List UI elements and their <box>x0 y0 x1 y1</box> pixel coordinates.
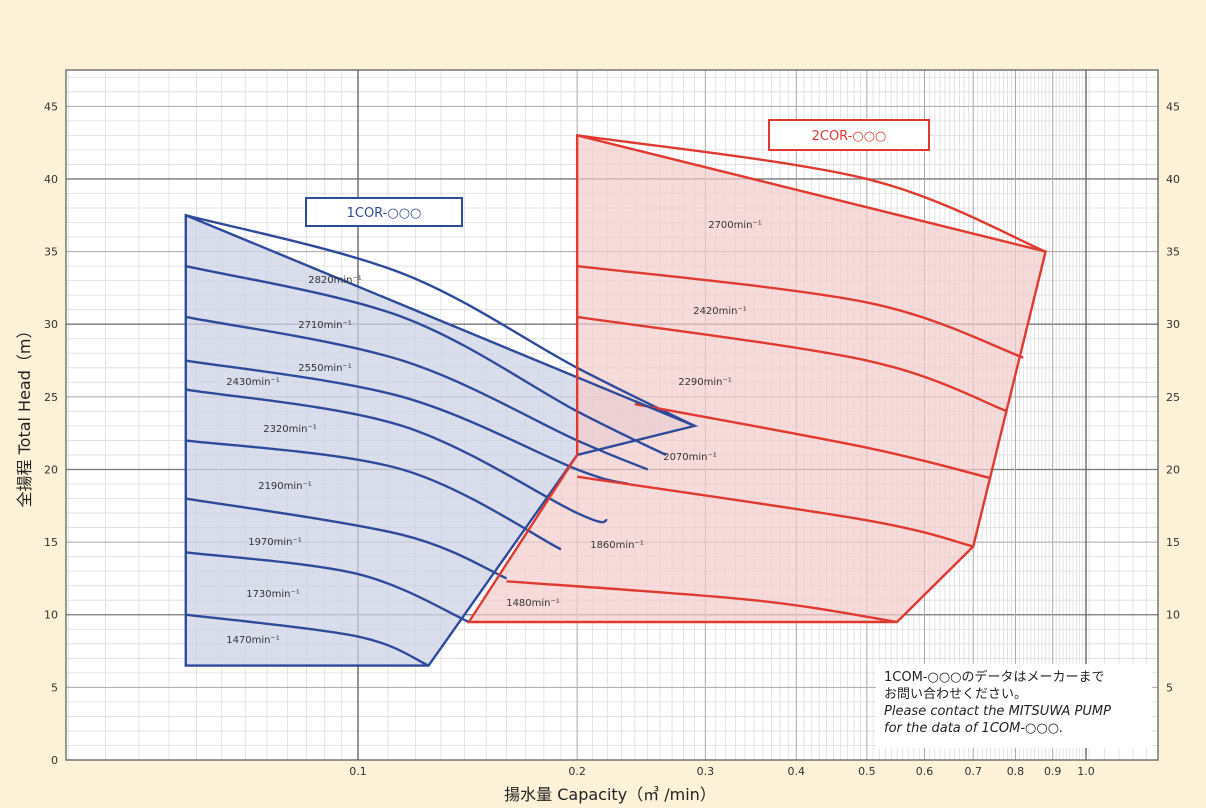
axis-tick-labels: 0.1 0.2 0.3 0.4 0.5 0.6 0.7 0.8 0.9 1.0 0 5 5 10 10 15 1… <box>44 100 1180 778</box>
y-tick-label-right: 10 <box>1166 609 1180 622</box>
region-outline <box>184 213 699 667</box>
y-axis-label: 全揚程 Total Head（m） <box>15 323 34 508</box>
y-tick-label: 30 <box>44 318 58 331</box>
speed-curve <box>185 388 608 524</box>
x-tick-label: 0.8 <box>1007 765 1025 778</box>
curve-label: 2700min⁻¹ <box>708 220 762 231</box>
y-tick-label-right: 30 <box>1166 318 1180 331</box>
region-outlines <box>184 133 1048 667</box>
y-tick-label-right: 40 <box>1166 173 1180 186</box>
speed-curve <box>185 214 696 427</box>
curve-label: 2320min⁻¹ <box>263 424 317 435</box>
speed-curve <box>185 613 430 667</box>
region-fill <box>468 135 1046 623</box>
y-tick-label: 20 <box>44 463 58 476</box>
legend-label: 2COR-○○○ <box>812 129 887 144</box>
curve-labels: 2820min⁻¹ 2710min⁻¹ 2550min⁻¹ 2430min⁻¹ 2320… <box>226 220 762 646</box>
curve-label: 2290min⁻¹ <box>678 377 732 388</box>
y-tick-label: 25 <box>44 391 58 404</box>
y-tick-label-right: 20 <box>1166 463 1180 476</box>
speed-curves <box>185 134 1047 667</box>
speed-curve <box>576 475 974 548</box>
x-tick-label: 0.2 <box>568 765 586 778</box>
contact-note: 1COM-○○○のデータはメーカーまで お問い合わせください。 Please c… <box>876 664 1152 748</box>
x-tick-label: 0.7 <box>964 765 982 778</box>
curve-label: 1470min⁻¹ <box>226 635 280 646</box>
note-line-1: 1COM-○○○のデータはメーカーまで <box>884 670 1105 685</box>
y-tick-label: 10 <box>44 609 58 622</box>
region-outline <box>466 133 1048 624</box>
x-tick-label: 0.9 <box>1044 765 1062 778</box>
speed-curve <box>185 551 470 624</box>
speed-curve <box>185 359 629 486</box>
note-line-3: Please contact the MITSUWA PUMP <box>884 704 1111 719</box>
note-line-4: for the data of 1COM-○○○. <box>884 721 1064 736</box>
curve-label: 1730min⁻¹ <box>246 589 300 600</box>
y-tick-label-right: 25 <box>1166 391 1180 404</box>
curve-label: 2430min⁻¹ <box>226 377 280 388</box>
curve-label: 2420min⁻¹ <box>693 306 747 317</box>
legend-box <box>768 119 930 151</box>
y-tick-label: 35 <box>44 246 58 259</box>
curve-label: 1970min⁻¹ <box>248 537 302 548</box>
speed-curve <box>577 264 1024 359</box>
speed-curve <box>185 439 562 551</box>
y-tick-label-right: 35 <box>1166 246 1180 259</box>
y-tick-label-right: 15 <box>1166 536 1180 549</box>
curve-label: 2070min⁻¹ <box>663 452 717 463</box>
y-tick-label: 15 <box>44 536 58 549</box>
x-tick-label: 1.0 <box>1077 765 1095 778</box>
speed-curve <box>576 134 1047 253</box>
x-tick-label: 0.5 <box>858 765 876 778</box>
y-tick-label: 5 <box>51 681 58 694</box>
x-tick-label: 0.3 <box>697 765 715 778</box>
x-tick-label: 0.4 <box>788 765 806 778</box>
y-tick-label-right: 45 <box>1166 100 1180 113</box>
speed-curve <box>185 497 508 580</box>
note-line-2: お問い合わせください。 <box>884 687 1028 702</box>
curve-label: 1480min⁻¹ <box>506 598 560 609</box>
x-tick-label: 0.6 <box>916 765 934 778</box>
speed-curve <box>185 264 667 457</box>
curve-label: 1860min⁻¹ <box>590 540 644 551</box>
y-tick-label: 45 <box>44 100 58 113</box>
y-tick-label: 0 <box>51 754 58 767</box>
curve-label: 2820min⁻¹ <box>308 275 362 286</box>
speed-curve <box>506 580 898 624</box>
y-tick-label-right: 5 <box>1166 681 1173 694</box>
x-tick-label: 0.1 <box>349 765 367 778</box>
curve-label: 2710min⁻¹ <box>298 320 352 331</box>
speed-curve <box>185 315 649 471</box>
series-legends: 1COR-○○○ 2COR-○○○ <box>305 119 930 227</box>
legend-label: 1COR-○○○ <box>347 206 422 221</box>
speed-curve <box>576 315 1008 413</box>
curve-label: 2550min⁻¹ <box>298 363 352 374</box>
y-tick-label: 40 <box>44 173 58 186</box>
plot-frame <box>65 69 1159 761</box>
speed-curve <box>634 402 992 480</box>
x-axis-label: 揚水量 Capacity（㎥ /min） <box>504 785 716 804</box>
curve-label: 2190min⁻¹ <box>258 481 312 492</box>
legend-box <box>305 197 463 227</box>
